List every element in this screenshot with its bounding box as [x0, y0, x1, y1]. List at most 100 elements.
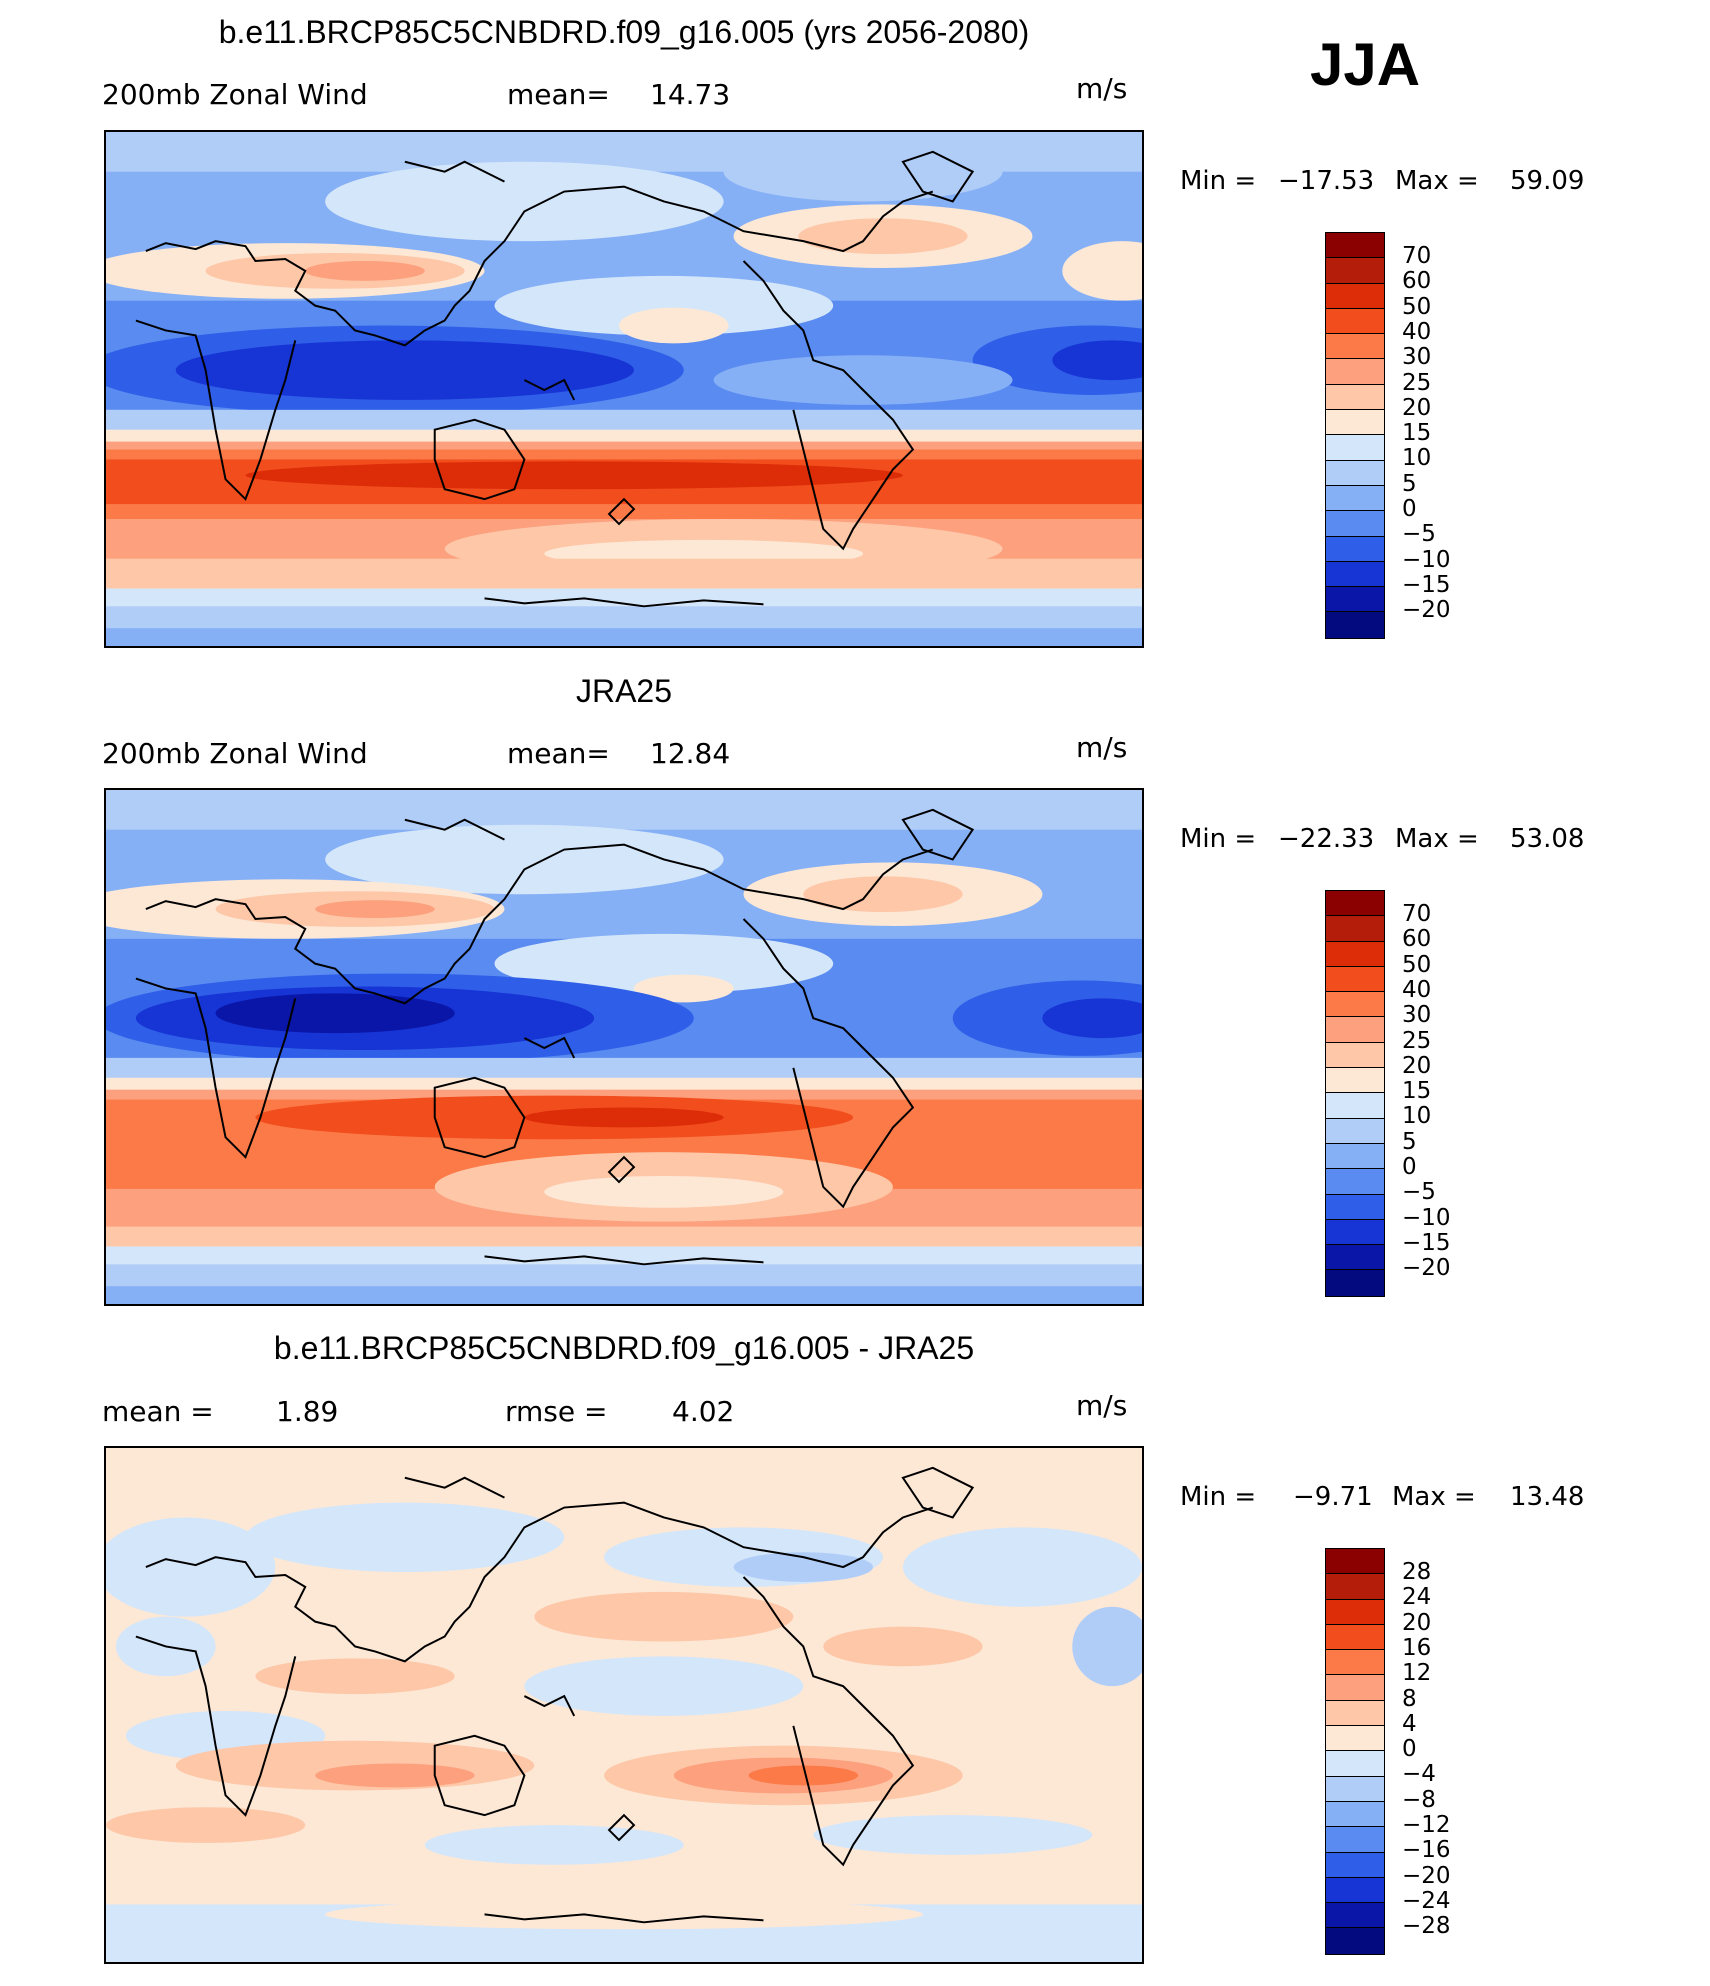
colorbar-tick-label: 28: [1402, 1559, 1432, 1585]
colorbar-swatch: [1326, 1903, 1384, 1929]
colorbar-swatch: [1326, 460, 1384, 486]
colorbar-swatch: [1326, 1877, 1384, 1904]
colorbar-swatch: [1326, 1726, 1384, 1752]
colorbar-tick-label: 25: [1402, 369, 1432, 396]
panel-3-mean-value: 1.89: [276, 1395, 339, 1428]
panel-1-units: m/s: [1076, 72, 1128, 105]
colorbar-swatch: [1326, 561, 1384, 588]
colorbar-swatch: [1326, 966, 1384, 993]
colorbar-swatch: [1326, 1776, 1384, 1802]
colorbar-tick-label: −10: [1402, 546, 1451, 573]
colorbar-swatch: [1326, 1574, 1384, 1600]
panel-2-variable-label: 200mb Zonal Wind: [102, 737, 368, 770]
panel-2-mean-label: mean=: [507, 737, 610, 770]
colorbar-tick-label: −4: [1402, 1761, 1436, 1788]
colorbar-tick-label: 10: [1402, 445, 1432, 472]
colorbar-swatch: [1326, 334, 1384, 360]
colorbar-swatch: [1326, 1017, 1384, 1043]
colorbar-tick-label: 70: [1402, 901, 1432, 927]
panel-3-min-label: Min =: [1180, 1482, 1257, 1512]
colorbar-swatch: [1326, 258, 1384, 284]
panel-1-mean-value: 14.73: [650, 78, 731, 111]
colorbar-tick-label: 20: [1402, 394, 1432, 421]
panel-3-colorbar: [1325, 1548, 1385, 1955]
colorbar-tick-label: 5: [1402, 1128, 1417, 1155]
colorbar-swatch: [1326, 511, 1384, 537]
colorbar-tick-label: 15: [1402, 420, 1432, 447]
colorbar-tick-label: 8: [1402, 1685, 1417, 1712]
panel-3-max-label: Max =: [1392, 1482, 1476, 1512]
panel-1-min-value: −17.53: [1278, 166, 1375, 196]
colorbar-swatch: [1326, 1928, 1384, 1954]
colorbar-swatch: [1326, 992, 1384, 1018]
panel-3-mean-label: mean =: [102, 1395, 214, 1428]
colorbar-tick-label: 24: [1402, 1584, 1432, 1611]
colorbar-swatch: [1326, 1675, 1384, 1701]
colorbar-tick-label: −28: [1402, 1913, 1451, 1940]
panel-2-min-label: Min =: [1180, 824, 1257, 854]
colorbar-tick-label: 20: [1402, 1609, 1432, 1636]
colorbar-tick-label: 4: [1402, 1710, 1417, 1737]
colorbar-swatch: [1326, 536, 1384, 562]
colorbar-swatch: [1326, 587, 1384, 613]
colorbar-swatch: [1326, 891, 1384, 917]
panel-3-min-value: −9.71: [1293, 1482, 1373, 1512]
panel-3-title: b.e11.BRCP85C5CNBDRD.f09_g16.005 - JRA25: [273, 1330, 975, 1366]
colorbar-swatch: [1326, 1093, 1384, 1119]
panel-1-min-label: Min =: [1180, 166, 1257, 196]
colorbar-swatch: [1326, 1549, 1384, 1575]
colorbar-swatch: [1326, 410, 1384, 436]
colorbar-swatch: [1326, 612, 1384, 638]
panel-3-difference-field: [106, 1448, 1142, 1962]
panel-3-rmse-value: 4.02: [672, 1395, 735, 1428]
colorbar-swatch: [1326, 1245, 1384, 1271]
colorbar-tick-label: 25: [1402, 1027, 1432, 1054]
colorbar-tick-label: −8: [1402, 1786, 1436, 1813]
colorbar-swatch: [1326, 1118, 1384, 1144]
colorbar-tick-label: 10: [1402, 1103, 1432, 1130]
colorbar-swatch: [1326, 359, 1384, 385]
colorbar-swatch: [1326, 1624, 1384, 1651]
colorbar-tick-label: 16: [1402, 1634, 1432, 1661]
panel-2-min-value: −22.33: [1278, 824, 1375, 854]
colorbar-tick-label: −20: [1402, 597, 1451, 624]
colorbar-swatch: [1326, 435, 1384, 461]
colorbar-swatch: [1326, 283, 1384, 309]
colorbar-tick-label: 5: [1402, 470, 1417, 497]
colorbar-swatch: [1326, 941, 1384, 967]
panel-2-map: [104, 788, 1144, 1306]
panel-1-max-label: Max =: [1395, 166, 1479, 196]
colorbar-tick-label: 30: [1402, 1002, 1432, 1029]
colorbar-swatch: [1326, 1270, 1384, 1296]
colorbar-tick-label: 50: [1402, 951, 1432, 978]
colorbar-tick-label: 40: [1402, 976, 1432, 1003]
panel-3-map: [104, 1446, 1144, 1964]
colorbar-tick-label: −5: [1402, 1179, 1436, 1206]
colorbar-swatch: [1326, 233, 1384, 259]
panel-2-max-label: Max =: [1395, 824, 1479, 854]
panel-1-variable-label: 200mb Zonal Wind: [102, 78, 368, 111]
colorbar-swatch: [1326, 1827, 1384, 1853]
colorbar-swatch: [1326, 1751, 1384, 1777]
colorbar-swatch: [1326, 1801, 1384, 1828]
colorbar-swatch: [1326, 1194, 1384, 1220]
panel-2-coastlines: [135, 808, 975, 1266]
colorbar-swatch: [1326, 1599, 1384, 1625]
panel-3-coastlines: [135, 1466, 975, 1924]
panel-1-wind-field: [106, 132, 1142, 646]
panel-2-max-value: 53.08: [1510, 824, 1585, 854]
colorbar-tick-label: 0: [1402, 1154, 1417, 1180]
colorbar-tick-label: −20: [1402, 1862, 1451, 1889]
colorbar-swatch: [1326, 1068, 1384, 1094]
colorbar-tick-label: −12: [1402, 1812, 1451, 1838]
panel-1-mean-label: mean=: [507, 78, 610, 111]
colorbar-tick-label: −15: [1402, 1229, 1451, 1256]
panel-2-colorbar: [1325, 890, 1385, 1297]
colorbar-tick-label: 30: [1402, 344, 1432, 371]
panel-2-title: JRA25: [575, 673, 673, 709]
panel-1-coastlines: [135, 150, 975, 608]
colorbar-swatch: [1326, 1650, 1384, 1676]
season-label: JJA: [1310, 31, 1421, 98]
colorbar-tick-label: 50: [1402, 293, 1432, 320]
colorbar-tick-label: 15: [1402, 1078, 1432, 1105]
